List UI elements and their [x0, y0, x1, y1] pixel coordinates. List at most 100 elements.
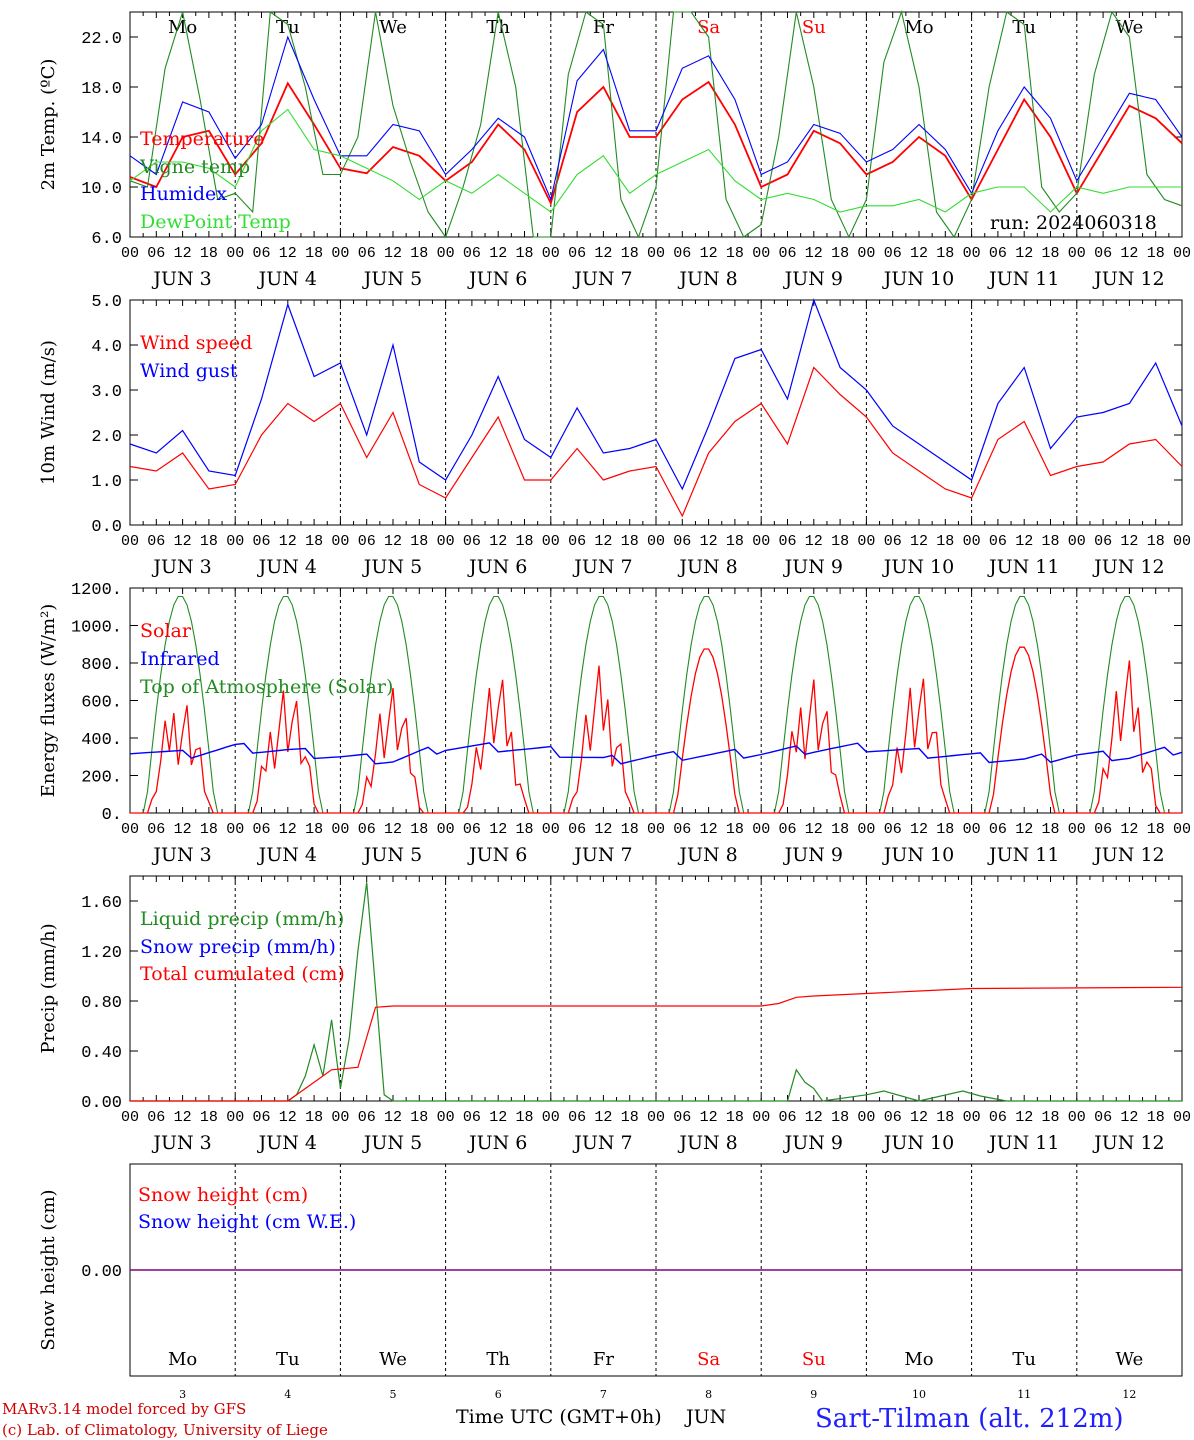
- footer-copyright: (c) Lab. of Climatology, University of L…: [2, 1421, 328, 1439]
- y-axis-label: Precip (mm/h): [38, 923, 59, 1053]
- hour-label: 06: [884, 533, 902, 550]
- hour-label: 00: [542, 821, 560, 838]
- hour-label: 18: [621, 821, 639, 838]
- day-name: Su: [802, 17, 826, 38]
- day-number: 10: [912, 1388, 926, 1401]
- y-tick-label: 5.0: [91, 293, 122, 312]
- wind-gust-line: [129, 298, 1183, 491]
- hour-label: 12: [384, 821, 402, 838]
- legend-wind-gust: Wind gust: [140, 360, 238, 382]
- hour-label: 18: [1041, 533, 1059, 550]
- date-label: JUN 6: [467, 556, 527, 578]
- date-label: JUN 9: [783, 844, 843, 866]
- footer-model: MARv3.14 model forced by GFS: [2, 1400, 246, 1418]
- hour-label: 00: [857, 1109, 875, 1126]
- hour-label: 00: [1068, 245, 1086, 262]
- hour-label: 12: [384, 1109, 402, 1126]
- date-label: JUN 11: [987, 844, 1059, 866]
- y-tick-label: 0.00: [81, 1094, 122, 1113]
- hour-label: 18: [726, 245, 744, 262]
- date-label: JUN 3: [151, 556, 211, 578]
- y-axis-label: 2m Temp. (ºC): [38, 59, 59, 191]
- hour-label: 18: [1041, 1109, 1059, 1126]
- hour-label: 18: [621, 533, 639, 550]
- date-label: JUN 10: [882, 844, 954, 866]
- hour-label: 12: [174, 245, 192, 262]
- wind-legend: Wind speed Wind gust: [140, 332, 252, 382]
- y-tick-label: 1000.: [71, 619, 122, 638]
- date-label: JUN 5: [362, 268, 422, 290]
- hour-label: 06: [463, 1109, 481, 1126]
- day-name: Mo: [904, 17, 933, 38]
- hour-label: 12: [1120, 821, 1138, 838]
- hour-label: 18: [936, 245, 954, 262]
- wind-speed-line: [129, 366, 1183, 518]
- hour-label: 18: [831, 533, 849, 550]
- hour-label: 18: [1147, 821, 1165, 838]
- hour-label: 06: [252, 245, 270, 262]
- hour-label: 00: [752, 1109, 770, 1126]
- hour-label: 18: [1041, 245, 1059, 262]
- hour-label: 06: [358, 1109, 376, 1126]
- day-name: Mo: [904, 1349, 933, 1370]
- hour-label: 18: [305, 533, 323, 550]
- run-annotation: run: 2024060318: [990, 212, 1157, 234]
- solar-line: [130, 646, 1182, 814]
- hour-label: 00: [121, 1109, 139, 1126]
- temperature-line: [129, 80, 1183, 206]
- hour-label: 12: [910, 821, 928, 838]
- footer-time-axis: Time UTC (GMT+0h): [456, 1406, 662, 1428]
- day-number: 8: [705, 1388, 712, 1401]
- y-tick-label: 10.0: [81, 180, 122, 199]
- day-name: We: [1116, 1349, 1144, 1370]
- hour-label: 00: [226, 821, 244, 838]
- hour-label: 06: [673, 821, 691, 838]
- hour-label: 06: [358, 821, 376, 838]
- hour-label: 00: [1173, 1109, 1191, 1126]
- y-tick-label: 200.: [81, 769, 122, 788]
- y-tick-label: 600.: [81, 694, 122, 713]
- date-label: JUN 11: [987, 556, 1059, 578]
- footer: MARv3.14 model forced by GFS (c) Lab. of…: [2, 1400, 1124, 1439]
- date-label: JUN 8: [677, 844, 737, 866]
- hour-label: 06: [1094, 1109, 1112, 1126]
- hour-label: 00: [437, 821, 455, 838]
- date-label: JUN 12: [1092, 844, 1164, 866]
- hour-label: 06: [147, 1109, 165, 1126]
- y-tick-label: 0.: [102, 806, 122, 825]
- hour-label: 18: [305, 1109, 323, 1126]
- hour-label: 18: [1041, 821, 1059, 838]
- hour-label: 00: [963, 1109, 981, 1126]
- hour-label: 06: [463, 821, 481, 838]
- date-label: JUN 4: [257, 1132, 317, 1154]
- date-label: JUN 4: [257, 268, 317, 290]
- hour-label: 00: [1068, 1109, 1086, 1126]
- hour-label: 00: [226, 245, 244, 262]
- hour-label: 00: [542, 533, 560, 550]
- hour-label: 12: [174, 1109, 192, 1126]
- legend-snow-height-we: Snow height (cm W.E.): [138, 1211, 356, 1233]
- date-label: JUN 8: [677, 1132, 737, 1154]
- date-label: JUN 6: [467, 844, 527, 866]
- hour-label: 18: [410, 245, 428, 262]
- day-name: Th: [486, 17, 510, 38]
- hour-label: 12: [174, 533, 192, 550]
- hour-label: 18: [726, 1109, 744, 1126]
- precip-legend: Liquid precip (mm/h) Snow precip (mm/h) …: [140, 908, 345, 985]
- y-tick-label: 0.40: [81, 1044, 122, 1063]
- hour-label: 12: [489, 821, 507, 838]
- hour-label: 18: [410, 1109, 428, 1126]
- hour-label: 06: [147, 533, 165, 550]
- hour-label: 06: [568, 245, 586, 262]
- date-label: JUN 7: [572, 268, 632, 290]
- hour-label: 06: [147, 245, 165, 262]
- day-name: Tu: [1012, 1349, 1036, 1370]
- legend-wind-speed: Wind speed: [140, 332, 252, 354]
- date-label: JUN 8: [677, 556, 737, 578]
- legend-vigne-temp: Vigne temp: [139, 156, 250, 178]
- hour-label: 06: [252, 533, 270, 550]
- hour-label: 00: [963, 533, 981, 550]
- hour-label: 12: [1015, 245, 1033, 262]
- day-number: 12: [1122, 1388, 1136, 1401]
